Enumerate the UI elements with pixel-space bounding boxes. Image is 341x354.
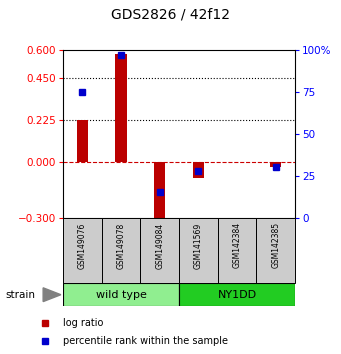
Text: GSM149084: GSM149084 [155, 222, 164, 269]
Text: GSM149076: GSM149076 [78, 222, 87, 269]
Bar [77, 120, 88, 162]
Bar [256, 218, 295, 283]
Bar [154, 162, 165, 222]
Bar [218, 218, 256, 283]
Text: GSM141569: GSM141569 [194, 222, 203, 269]
Text: log ratio: log ratio [63, 318, 104, 327]
Text: NY1DD: NY1DD [218, 290, 256, 300]
Text: GSM142384: GSM142384 [233, 222, 241, 268]
Bar [193, 162, 204, 178]
Bar [63, 218, 102, 283]
Text: GDS2826 / 42f12: GDS2826 / 42f12 [111, 8, 230, 22]
Bar [102, 218, 140, 283]
Text: wild type: wild type [95, 290, 147, 300]
Text: GSM142385: GSM142385 [271, 222, 280, 268]
Bar [63, 283, 179, 306]
Text: GSM149078: GSM149078 [117, 222, 125, 269]
Bar [179, 283, 295, 306]
Bar [115, 54, 127, 162]
Bar [140, 218, 179, 283]
Text: percentile rank within the sample: percentile rank within the sample [63, 336, 228, 346]
Text: strain: strain [5, 290, 35, 299]
Polygon shape [43, 288, 61, 302]
Bar [179, 218, 218, 283]
Bar [270, 162, 281, 167]
